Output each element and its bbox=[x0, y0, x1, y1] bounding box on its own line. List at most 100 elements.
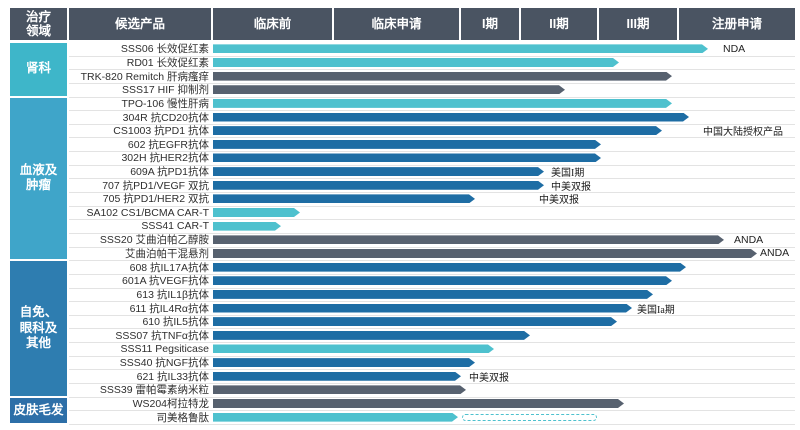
pipeline-bar bbox=[213, 399, 624, 408]
bar-annotation: ANDA bbox=[760, 247, 790, 260]
product-label: 302H 抗HER2抗体 bbox=[121, 152, 209, 165]
pipeline-row: 601A 抗VEGF抗体 bbox=[69, 274, 795, 289]
column-header-ind: 临床申请 bbox=[334, 8, 459, 40]
bar-annotation: 中美双报 bbox=[469, 372, 509, 384]
pipeline-row: RD01 长效促红素 bbox=[69, 56, 795, 71]
pipeline-row: 610 抗IL5抗体 bbox=[69, 315, 795, 330]
column-header-therapy-area: 治疗 领域 bbox=[10, 8, 67, 40]
pipeline-row: 705 抗PD1/HER2 双抗 中美双报 bbox=[69, 192, 795, 207]
pipeline-bar bbox=[213, 385, 466, 394]
product-label: SSS41 CAR-T bbox=[141, 220, 209, 233]
bar-annotation: 美国I期 bbox=[551, 168, 585, 180]
pipeline-row: SSS07 抗TNFα抗体 bbox=[69, 329, 795, 344]
product-label: SSS06 长效促红素 bbox=[120, 43, 209, 56]
product-label: SSS40 抗NGF抗体 bbox=[119, 357, 209, 370]
pipeline-bar bbox=[213, 113, 689, 122]
pipeline-bar bbox=[213, 249, 757, 258]
pipeline-row: SSS17 HIF 抑制剂 bbox=[69, 83, 795, 98]
pipeline-row: TPO-106 慢性肝病 bbox=[69, 97, 795, 112]
pipeline-row: SSS06 长效促红素 NDA bbox=[69, 42, 795, 57]
product-label: 艾曲泊帕干混悬剂 bbox=[125, 247, 209, 260]
group-label-autoimmune-ophthalmology-other: 自免、 眼科及 其他 bbox=[10, 261, 67, 396]
pipeline-row: 609A 抗PD1抗体 美国I期 bbox=[69, 165, 795, 180]
bar-annotation: 中美双报 bbox=[551, 181, 591, 193]
group-label-skin-hair: 皮肤毛发 bbox=[10, 397, 67, 423]
pipeline-bar bbox=[213, 413, 458, 422]
product-label: 602 抗EGFR抗体 bbox=[127, 138, 209, 151]
product-label: 608 抗IL17A抗体 bbox=[129, 261, 209, 274]
column-header-registration: 注册申请 bbox=[679, 8, 795, 40]
column-header-candidates: 候选产品 bbox=[69, 8, 211, 40]
product-label: 610 抗IL5抗体 bbox=[142, 316, 209, 329]
product-label: SSS17 HIF 抑制剂 bbox=[122, 84, 209, 97]
pipeline-bar bbox=[213, 317, 617, 326]
pipeline-bar bbox=[213, 222, 281, 231]
product-label: SSS39 雷帕霉素纳米粒 bbox=[99, 384, 209, 397]
pipeline-row: 艾曲泊帕干混悬剂 ANDA bbox=[69, 247, 795, 262]
pipeline-bar bbox=[213, 99, 672, 108]
pipeline-bar bbox=[213, 290, 653, 299]
product-label: 609A 抗PD1抗体 bbox=[130, 166, 209, 179]
product-label: 621 抗IL33抗体 bbox=[136, 370, 209, 383]
product-label: SSS07 抗TNFα抗体 bbox=[115, 329, 209, 342]
pipeline-row: 613 抗IL1β抗体 bbox=[69, 288, 795, 303]
pipeline-bar bbox=[213, 235, 724, 244]
pipeline-row: 司美格鲁肽 bbox=[69, 410, 795, 425]
planned-extension-bar bbox=[462, 413, 597, 421]
product-label: RD01 长效促红素 bbox=[126, 56, 209, 69]
pipeline-bar bbox=[213, 358, 475, 367]
pipeline-row: CS1003 抗PD1 抗体 中国大陆授权产品 bbox=[69, 124, 795, 139]
bar-annotation: 中国大陆授权产品 bbox=[703, 127, 783, 139]
bar-annotation: 美国Ia期 bbox=[637, 304, 675, 316]
pipeline-bar bbox=[213, 181, 544, 190]
pipeline-row: SSS20 艾曲泊帕乙醇胺 ANDA bbox=[69, 233, 795, 248]
pipeline-bar bbox=[213, 140, 601, 149]
product-label: 司美格鲁肽 bbox=[156, 411, 210, 424]
pipeline-row: SA102 CS1/BCMA CAR-T bbox=[69, 206, 795, 221]
column-header-phase1: I期 bbox=[461, 8, 519, 40]
pipeline-bar bbox=[213, 276, 672, 285]
pipeline-bar bbox=[213, 263, 686, 272]
pipeline-row: 621 抗IL33抗体 中美双报 bbox=[69, 369, 795, 385]
product-label: SSS20 艾曲泊帕乙醇胺 bbox=[99, 234, 209, 247]
product-label: 707 抗PD1/VEGF 双抗 bbox=[102, 179, 209, 192]
pipeline-bar bbox=[213, 85, 565, 94]
product-label: TRK-820 Remitch 肝病瘙痒 bbox=[80, 70, 209, 83]
product-label: 705 抗PD1/HER2 双抗 bbox=[102, 193, 209, 206]
pipeline-row: 611 抗IL4Rα抗体 美国Ia期 bbox=[69, 301, 795, 316]
pipeline-row: SSS41 CAR-T bbox=[69, 219, 795, 234]
column-header-phase2: II期 bbox=[521, 8, 597, 40]
pipeline-bar bbox=[213, 304, 632, 313]
bar-annotation: ANDA bbox=[734, 233, 764, 246]
pipeline-bar bbox=[213, 58, 619, 67]
product-label: WS204柯拉特龙 bbox=[132, 398, 209, 411]
pipeline-row: 304R 抗CD20抗体 bbox=[69, 110, 795, 125]
product-label: 304R 抗CD20抗体 bbox=[122, 111, 209, 124]
group-label-hematology-oncology: 血液及 肿瘤 bbox=[10, 97, 67, 260]
pipeline-bar bbox=[213, 44, 708, 53]
group-label-nephrology: 肾科 bbox=[10, 43, 67, 96]
pipeline-row: SSS11 Pegsiticase bbox=[69, 342, 795, 357]
product-label: 611 抗IL4Rα抗体 bbox=[129, 302, 209, 315]
pipeline-bar bbox=[213, 126, 662, 135]
column-header-phase3: III期 bbox=[599, 8, 677, 40]
pipeline-bar bbox=[213, 72, 672, 81]
pipeline-bar bbox=[213, 167, 544, 176]
pipeline-row: 602 抗EGFR抗体 bbox=[69, 138, 795, 153]
pipeline-bar bbox=[213, 331, 530, 340]
pipeline-bar bbox=[213, 344, 494, 353]
bar-annotation: 中美双报 bbox=[539, 195, 579, 207]
pipeline-row: 707 抗PD1/VEGF 双抗 中美双报 bbox=[69, 178, 795, 194]
pipeline-bar bbox=[213, 194, 475, 203]
product-label: 613 抗IL1β抗体 bbox=[136, 288, 209, 301]
pipeline-bar bbox=[213, 208, 300, 217]
product-label: SA102 CS1/BCMA CAR-T bbox=[86, 206, 209, 219]
bar-annotation: NDA bbox=[723, 42, 746, 55]
column-header-preclinical: 临床前 bbox=[213, 8, 332, 40]
pipeline-row: TRK-820 Remitch 肝病瘙痒 bbox=[69, 69, 795, 84]
pipeline-row: SSS39 雷帕霉素纳米粒 bbox=[69, 383, 795, 398]
pipeline-row: SSS40 抗NGF抗体 bbox=[69, 356, 795, 371]
pipeline-row: 608 抗IL17A抗体 bbox=[69, 260, 795, 275]
product-label: SSS11 Pegsiticase bbox=[120, 342, 209, 355]
